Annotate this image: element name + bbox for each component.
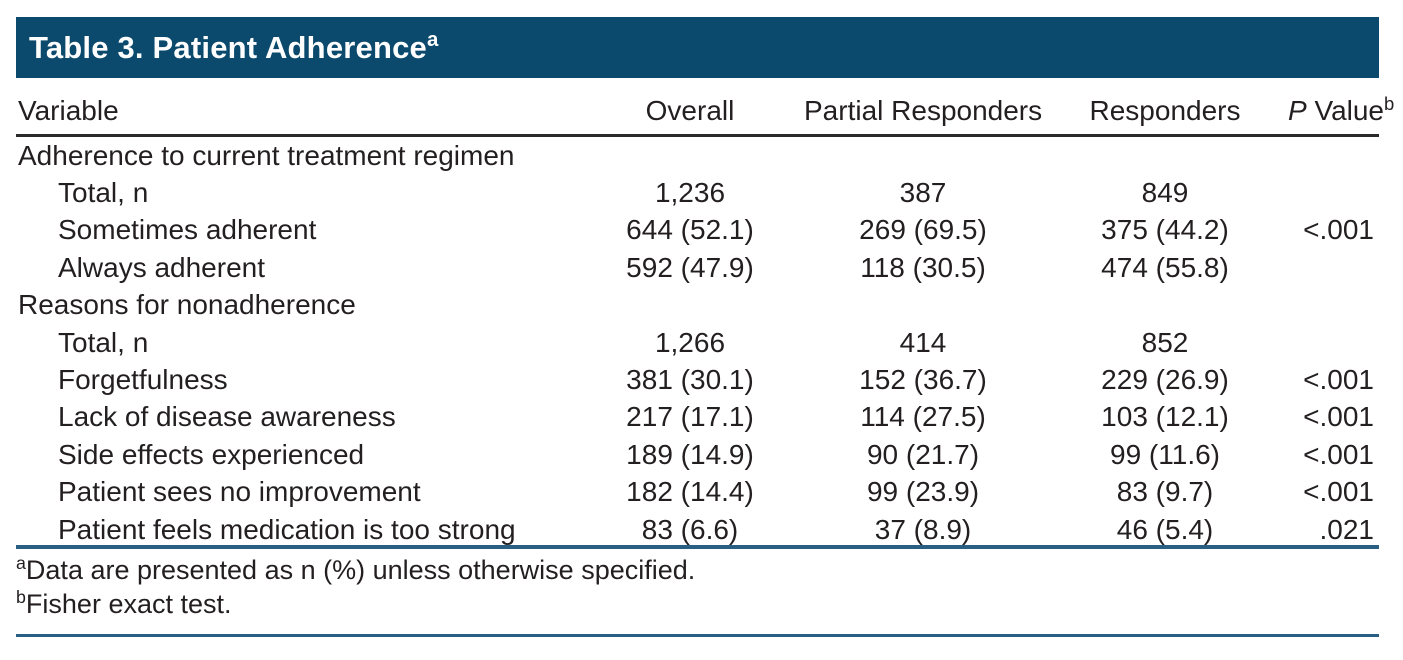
cell-p-value xyxy=(1288,174,1379,211)
col-header-responders: Responders xyxy=(1042,78,1288,137)
cell-variable: Patient feels medication is too strong xyxy=(58,513,516,545)
cell-p-value xyxy=(1288,249,1379,286)
cell-responders: 46 (5.4) xyxy=(1116,513,1214,545)
section-header: Adherence to current treatment regimen xyxy=(18,139,515,171)
p-value-rest: Value xyxy=(1306,95,1385,126)
footnote-divider-rule xyxy=(16,545,1379,549)
cell-overall: 644 (52.1) xyxy=(626,214,754,246)
cell-p-value: <.001 xyxy=(1303,438,1374,470)
table-row: Sometimes adherent 644 (52.1) 269 (69.5) 37… xyxy=(16,212,1379,249)
footnote-a-marker: a xyxy=(16,553,26,574)
table-row: Total, n 1,236 387 849 xyxy=(16,174,1379,211)
cell-partial-responders: 387 xyxy=(899,177,947,209)
table-title-footnote-marker: a xyxy=(426,28,439,52)
cell-responders: 83 (9.7) xyxy=(1116,476,1214,508)
table-title: Table 3. Patient Adherencea xyxy=(16,30,439,66)
table-body: Adherence to current treatment regimen To… xyxy=(16,136,1379,549)
col-header-p-value: P Valueb xyxy=(1288,78,1394,137)
header-row: Variable Overall Partial Responders Resp… xyxy=(16,78,1394,137)
cell-variable: Patient sees no improvement xyxy=(58,476,421,508)
cell-p-value: <.001 xyxy=(1303,476,1374,508)
cell-overall: 83 (6.6) xyxy=(641,513,739,545)
cell-partial-responders: 152 (36.7) xyxy=(859,364,987,396)
table-row: Side effects experienced 189 (14.9) 90 (21… xyxy=(16,436,1379,473)
cell-partial-responders: 114 (27.5) xyxy=(860,401,986,433)
section-header: Reasons for nonadherence xyxy=(18,289,356,321)
p-value-italic: P xyxy=(1288,95,1307,126)
cell-partial-responders: 118 (30.5) xyxy=(860,251,986,283)
patient-adherence-table: Variable Overall Partial Responders Resp… xyxy=(16,78,1394,549)
cell-variable: Total, n xyxy=(58,326,149,358)
cell-overall: 217 (17.1) xyxy=(626,401,754,433)
cell-responders: 99 (11.6) xyxy=(1110,438,1220,470)
footnote-b: bFisher exact test. xyxy=(16,587,1379,621)
cell-p-value: .021 xyxy=(1319,513,1375,545)
table-bottom-rule xyxy=(16,634,1379,637)
cell-partial-responders: 37 (8.9) xyxy=(874,513,972,545)
cell-p-value xyxy=(1288,324,1379,361)
cell-variable: Total, n xyxy=(58,177,149,209)
cell-p-value: <.001 xyxy=(1303,364,1374,396)
footnote-a-text: Data are presented as n (%) unless other… xyxy=(25,555,696,585)
table-header: Variable Overall Partial Responders Resp… xyxy=(16,78,1394,137)
table-title-bar: Table 3. Patient Adherencea xyxy=(16,17,1379,78)
table-row: Always adherent 592 (47.9) 118 (30.5) 474 (… xyxy=(16,249,1379,286)
p-value-footnote-marker: b xyxy=(1384,92,1395,114)
cell-p-value: <.001 xyxy=(1303,214,1374,246)
footnote-b-text: Fisher exact test. xyxy=(25,589,232,619)
col-header-overall: Overall xyxy=(576,78,804,137)
cell-responders: 849 xyxy=(1141,177,1189,209)
cell-overall: 189 (14.9) xyxy=(626,438,754,470)
cell-responders: 474 (55.8) xyxy=(1101,251,1229,283)
col-header-variable: Variable xyxy=(16,78,576,137)
cell-responders: 103 (12.1) xyxy=(1101,401,1229,433)
cell-variable: Forgetfulness xyxy=(58,364,228,396)
cell-overall: 1,266 xyxy=(654,326,726,358)
cell-variable: Lack of disease awareness xyxy=(58,401,396,433)
cell-responders: 375 (44.2) xyxy=(1101,214,1229,246)
table-row: Forgetfulness 381 (30.1) 152 (36.7) 229 (26… xyxy=(16,361,1379,398)
cell-overall: 1,236 xyxy=(654,177,726,209)
cell-partial-responders: 99 (23.9) xyxy=(866,476,980,508)
cell-overall: 182 (14.4) xyxy=(626,476,754,508)
table-row: Total, n 1,266 414 852 xyxy=(16,324,1379,361)
cell-variable: Side effects experienced xyxy=(58,438,365,470)
table-row: Patient feels medication is too strong 83… xyxy=(16,511,1379,548)
cell-variable: Always adherent xyxy=(58,251,266,283)
footnote-a: aData are presented as n (%) unless othe… xyxy=(16,553,1379,587)
cell-p-value: <.001 xyxy=(1303,401,1374,433)
cell-partial-responders: 414 xyxy=(899,326,947,358)
table-row: Lack of disease awareness 217 (17.1) 114 (… xyxy=(16,399,1379,436)
section-header-row: Reasons for nonadherence xyxy=(16,287,1379,324)
section-header-row: Adherence to current treatment regimen xyxy=(16,136,1379,175)
cell-overall: 381 (30.1) xyxy=(626,364,754,396)
footnotes: aData are presented as n (%) unless othe… xyxy=(16,553,1379,621)
cell-responders: 229 (26.9) xyxy=(1101,364,1229,396)
cell-variable: Sometimes adherent xyxy=(58,214,317,246)
footnote-b-marker: b xyxy=(16,587,26,608)
cell-partial-responders: 90 (21.7) xyxy=(866,438,980,470)
table-title-text: Table 3. Patient Adherence xyxy=(29,29,427,65)
cell-overall: 592 (47.9) xyxy=(626,251,754,283)
col-header-partial-responders: Partial Responders xyxy=(804,78,1042,137)
cell-partial-responders: 269 (69.5) xyxy=(859,214,987,246)
cell-responders: 852 xyxy=(1141,326,1189,358)
table-row: Patient sees no improvement 182 (14.4) 99 … xyxy=(16,474,1379,511)
